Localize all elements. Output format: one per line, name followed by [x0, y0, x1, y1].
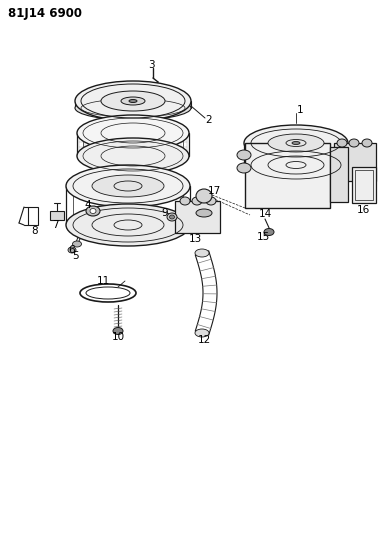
Ellipse shape	[349, 139, 359, 147]
Ellipse shape	[244, 147, 348, 183]
Ellipse shape	[92, 175, 164, 197]
Text: 3: 3	[148, 60, 154, 70]
Text: 7: 7	[52, 220, 58, 230]
Ellipse shape	[121, 97, 145, 105]
Text: 1: 1	[297, 105, 303, 115]
Text: 10: 10	[111, 332, 125, 342]
Ellipse shape	[75, 81, 191, 121]
Text: 8: 8	[32, 226, 38, 236]
Ellipse shape	[195, 329, 209, 337]
Text: 12: 12	[198, 335, 211, 345]
Text: 15: 15	[256, 232, 270, 242]
Ellipse shape	[66, 204, 190, 246]
Ellipse shape	[196, 189, 212, 203]
Ellipse shape	[75, 96, 191, 120]
Text: 17: 17	[207, 186, 221, 196]
Ellipse shape	[77, 138, 189, 174]
Ellipse shape	[167, 213, 177, 221]
Text: 2: 2	[206, 115, 212, 125]
Ellipse shape	[237, 163, 251, 173]
Ellipse shape	[68, 247, 76, 253]
Ellipse shape	[101, 91, 165, 111]
Ellipse shape	[268, 134, 324, 152]
Ellipse shape	[129, 100, 137, 102]
Ellipse shape	[192, 197, 202, 205]
Bar	[175, 201, 220, 233]
Bar	[352, 167, 376, 203]
Ellipse shape	[264, 229, 274, 236]
Bar	[334, 143, 376, 181]
Text: 11: 11	[96, 276, 110, 286]
Text: 13: 13	[189, 234, 201, 244]
Ellipse shape	[244, 125, 348, 161]
Text: 4: 4	[85, 200, 91, 210]
Ellipse shape	[195, 249, 209, 257]
Ellipse shape	[292, 141, 300, 144]
Ellipse shape	[180, 197, 190, 205]
Ellipse shape	[196, 209, 212, 217]
Ellipse shape	[113, 327, 123, 335]
Ellipse shape	[237, 150, 251, 160]
Ellipse shape	[66, 165, 190, 207]
Ellipse shape	[169, 215, 174, 219]
Bar	[28, 207, 38, 225]
Ellipse shape	[362, 139, 372, 147]
Bar	[355, 170, 373, 200]
Text: 9: 9	[162, 208, 168, 218]
Ellipse shape	[337, 139, 347, 147]
Bar	[245, 143, 330, 208]
Text: 14: 14	[258, 209, 272, 219]
Ellipse shape	[86, 287, 130, 299]
Ellipse shape	[77, 115, 189, 151]
Ellipse shape	[90, 208, 96, 214]
Bar	[330, 147, 348, 202]
Ellipse shape	[73, 241, 82, 247]
Text: 5: 5	[73, 251, 79, 261]
Text: 16: 16	[356, 205, 370, 215]
Text: 81J14 6900: 81J14 6900	[8, 6, 82, 20]
Ellipse shape	[86, 206, 100, 216]
Ellipse shape	[206, 197, 216, 205]
Text: 6: 6	[69, 245, 75, 255]
Bar	[50, 211, 64, 220]
